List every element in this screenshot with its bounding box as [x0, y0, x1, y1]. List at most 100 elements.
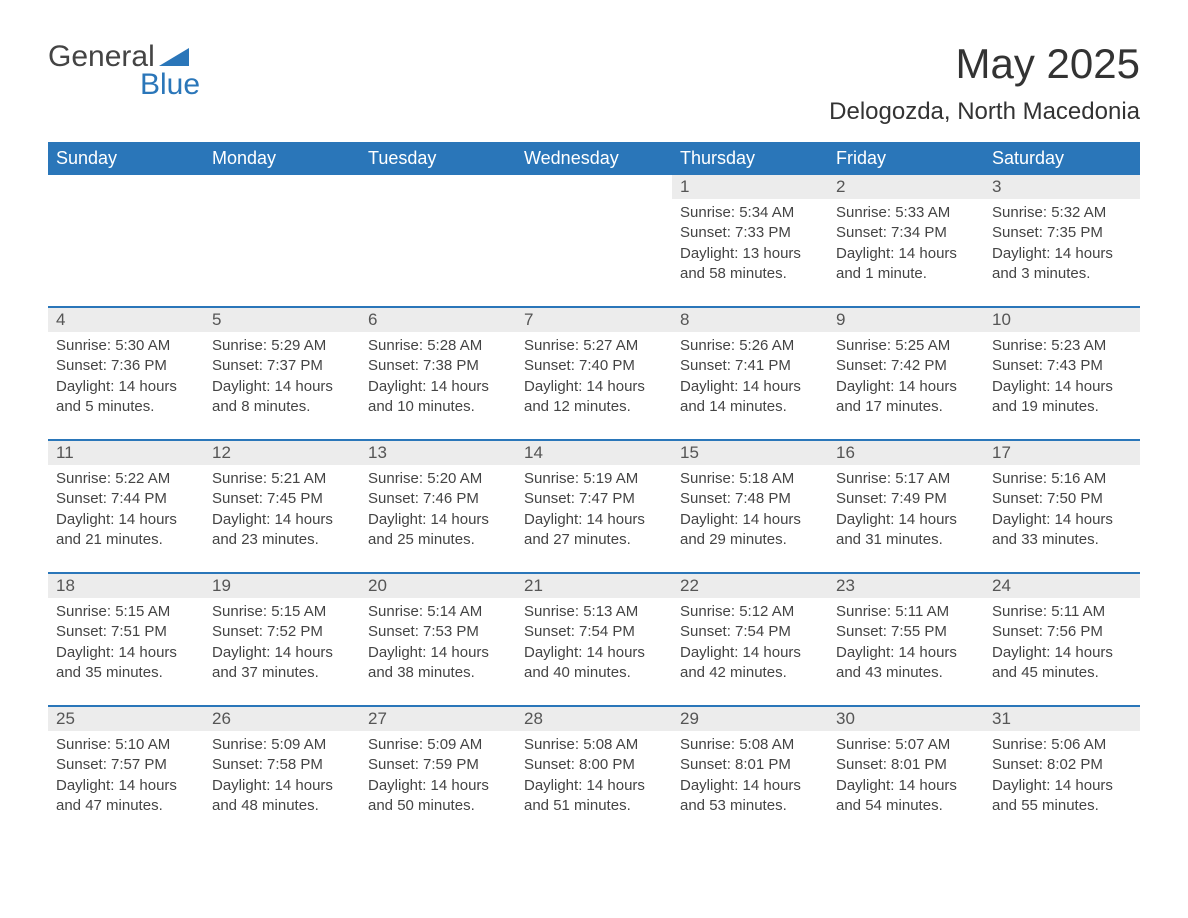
daylight-value: 14 hours and 19 minutes. [992, 378, 1113, 415]
sunrise-value: 5:09 AM [271, 736, 326, 753]
sunrise-value: 5:13 AM [583, 603, 638, 620]
day-cell: 29Sunrise: 5:08 AMSunset: 8:01 PMDayligh… [672, 707, 828, 839]
sunrise-line: Sunrise: 5:26 AM [680, 336, 820, 356]
sunrise-line: Sunrise: 5:25 AM [836, 336, 976, 356]
sunset-line: Sunset: 7:41 PM [680, 356, 820, 376]
sunset-value: 7:47 PM [579, 490, 635, 507]
sunset-value: 7:38 PM [423, 357, 479, 374]
daylight-value: 14 hours and 27 minutes. [524, 511, 645, 548]
day-header: Monday [204, 142, 360, 175]
day-header: Friday [828, 142, 984, 175]
sunrise-line: Sunrise: 5:19 AM [524, 469, 664, 489]
sunrise-value: 5:20 AM [427, 470, 482, 487]
sunset-value: 7:33 PM [735, 224, 791, 241]
sunset-value: 7:43 PM [1047, 357, 1103, 374]
day-cell: 26Sunrise: 5:09 AMSunset: 7:58 PMDayligh… [204, 707, 360, 839]
daylight-value: 14 hours and 45 minutes. [992, 644, 1113, 681]
day-data: Sunrise: 5:30 AMSunset: 7:36 PMDaylight:… [48, 332, 204, 425]
sunrise-line: Sunrise: 5:33 AM [836, 203, 976, 223]
sunrise-line: Sunrise: 5:06 AM [992, 735, 1132, 755]
sunrise-value: 5:17 AM [895, 470, 950, 487]
sunset-line: Sunset: 8:01 PM [680, 755, 820, 775]
day-number: 4 [48, 308, 204, 332]
day-data: Sunrise: 5:09 AMSunset: 7:58 PMDaylight:… [204, 731, 360, 824]
day-cell: 10Sunrise: 5:23 AMSunset: 7:43 PMDayligh… [984, 308, 1140, 440]
daylight-line: Daylight: 14 hours and 43 minutes. [836, 643, 976, 684]
daylight-value: 14 hours and 37 minutes. [212, 644, 333, 681]
sunrise-value: 5:09 AM [427, 736, 482, 753]
sunrise-value: 5:08 AM [739, 736, 794, 753]
sunset-value: 8:00 PM [579, 756, 635, 773]
sunrise-line: Sunrise: 5:16 AM [992, 469, 1132, 489]
daylight-line: Daylight: 14 hours and 1 minute. [836, 244, 976, 285]
sunrise-line: Sunrise: 5:11 AM [992, 602, 1132, 622]
sunrise-value: 5:15 AM [115, 603, 170, 620]
week-row: 1Sunrise: 5:34 AMSunset: 7:33 PMDaylight… [48, 175, 1140, 307]
daylight-value: 14 hours and 29 minutes. [680, 511, 801, 548]
day-cell: 28Sunrise: 5:08 AMSunset: 8:00 PMDayligh… [516, 707, 672, 839]
sunset-value: 7:51 PM [111, 623, 167, 640]
location-subtitle: Delogozda, North Macedonia [829, 98, 1140, 126]
sunset-value: 7:40 PM [579, 357, 635, 374]
daylight-value: 14 hours and 38 minutes. [368, 644, 489, 681]
day-data: Sunrise: 5:12 AMSunset: 7:54 PMDaylight:… [672, 598, 828, 691]
day-number: 25 [48, 707, 204, 731]
daylight-value: 14 hours and 43 minutes. [836, 644, 957, 681]
sunrise-line: Sunrise: 5:22 AM [56, 469, 196, 489]
day-data: Sunrise: 5:15 AMSunset: 7:51 PMDaylight:… [48, 598, 204, 691]
day-header: Thursday [672, 142, 828, 175]
day-data: Sunrise: 5:06 AMSunset: 8:02 PMDaylight:… [984, 731, 1140, 824]
day-cell: 6Sunrise: 5:28 AMSunset: 7:38 PMDaylight… [360, 308, 516, 440]
daylight-line: Daylight: 14 hours and 33 minutes. [992, 510, 1132, 551]
day-data: Sunrise: 5:10 AMSunset: 7:57 PMDaylight:… [48, 731, 204, 824]
sunset-line: Sunset: 8:01 PM [836, 755, 976, 775]
day-data: Sunrise: 5:32 AMSunset: 7:35 PMDaylight:… [984, 199, 1140, 292]
day-data: Sunrise: 5:23 AMSunset: 7:43 PMDaylight:… [984, 332, 1140, 425]
daylight-value: 14 hours and 10 minutes. [368, 378, 489, 415]
sunset-value: 7:53 PM [423, 623, 479, 640]
day-data: Sunrise: 5:15 AMSunset: 7:52 PMDaylight:… [204, 598, 360, 691]
daylight-line: Daylight: 14 hours and 17 minutes. [836, 377, 976, 418]
sunset-line: Sunset: 7:54 PM [680, 622, 820, 642]
day-data: Sunrise: 5:16 AMSunset: 7:50 PMDaylight:… [984, 465, 1140, 558]
sunset-value: 7:54 PM [579, 623, 635, 640]
sunrise-value: 5:28 AM [427, 337, 482, 354]
sunrise-line: Sunrise: 5:28 AM [368, 336, 508, 356]
header: General Blue May 2025 Delogozda, North M… [48, 40, 1140, 126]
sunset-value: 7:57 PM [111, 756, 167, 773]
day-data: Sunrise: 5:25 AMSunset: 7:42 PMDaylight:… [828, 332, 984, 425]
day-number: 27 [360, 707, 516, 731]
day-number: 10 [984, 308, 1140, 332]
day-number: 20 [360, 574, 516, 598]
sunrise-line: Sunrise: 5:34 AM [680, 203, 820, 223]
sunset-value: 7:48 PM [735, 490, 791, 507]
day-number: 17 [984, 441, 1140, 465]
day-cell: 19Sunrise: 5:15 AMSunset: 7:52 PMDayligh… [204, 574, 360, 706]
daylight-line: Daylight: 14 hours and 35 minutes. [56, 643, 196, 684]
daylight-line: Daylight: 14 hours and 5 minutes. [56, 377, 196, 418]
day-cell: 2Sunrise: 5:33 AMSunset: 7:34 PMDaylight… [828, 175, 984, 307]
day-number: 9 [828, 308, 984, 332]
daylight-line: Daylight: 14 hours and 12 minutes. [524, 377, 664, 418]
logo-text-1: General [48, 40, 155, 74]
day-cell [204, 175, 360, 307]
calendar-body: 1Sunrise: 5:34 AMSunset: 7:33 PMDaylight… [48, 175, 1140, 839]
daylight-value: 14 hours and 53 minutes. [680, 777, 801, 814]
sunset-line: Sunset: 7:50 PM [992, 489, 1132, 509]
sunset-line: Sunset: 8:02 PM [992, 755, 1132, 775]
daylight-line: Daylight: 14 hours and 37 minutes. [212, 643, 352, 684]
day-cell: 21Sunrise: 5:13 AMSunset: 7:54 PMDayligh… [516, 574, 672, 706]
day-number: 14 [516, 441, 672, 465]
day-data: Sunrise: 5:07 AMSunset: 8:01 PMDaylight:… [828, 731, 984, 824]
sunset-line: Sunset: 7:34 PM [836, 223, 976, 243]
sunrise-line: Sunrise: 5:32 AM [992, 203, 1132, 223]
day-number: 15 [672, 441, 828, 465]
sunset-value: 7:37 PM [267, 357, 323, 374]
week-row: 18Sunrise: 5:15 AMSunset: 7:51 PMDayligh… [48, 574, 1140, 706]
sunrise-value: 5:34 AM [739, 204, 794, 221]
sunrise-value: 5:16 AM [1051, 470, 1106, 487]
sunrise-line: Sunrise: 5:30 AM [56, 336, 196, 356]
daylight-value: 14 hours and 47 minutes. [56, 777, 177, 814]
day-cell [516, 175, 672, 307]
sunrise-value: 5:12 AM [739, 603, 794, 620]
